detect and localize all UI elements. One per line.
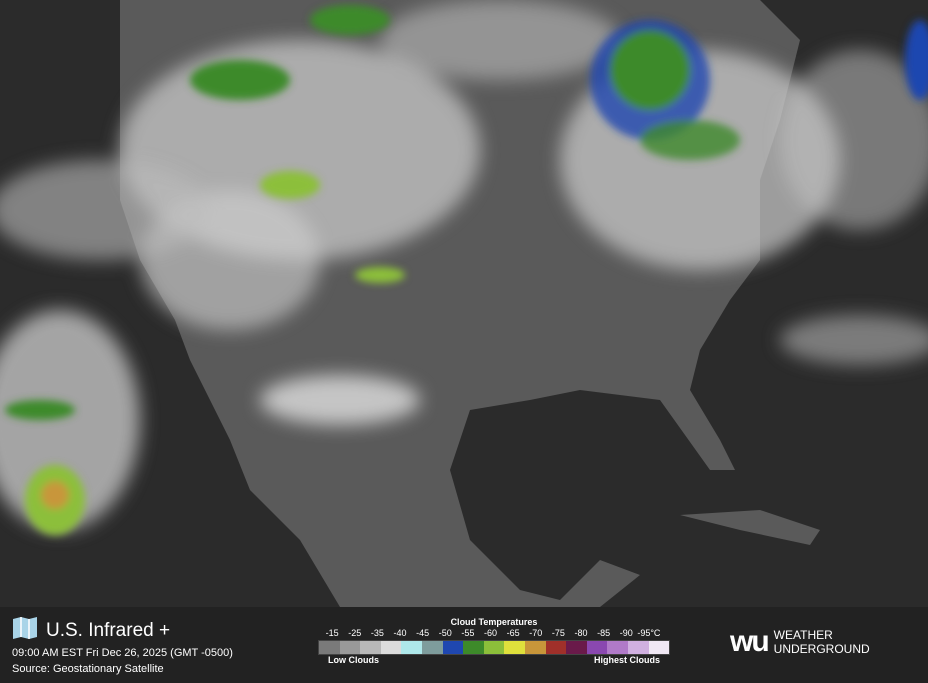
legend-bar: [318, 640, 670, 655]
legend-footer: U.S. Infrared + 09:00 AM EST Fri Dec 26,…: [0, 607, 928, 683]
map-icon: [12, 616, 38, 645]
legend-swatch: [483, 641, 505, 654]
wu-logo-mark: wu: [730, 625, 770, 658]
legend-swatch: [339, 641, 361, 654]
legend-swatch: [627, 641, 649, 654]
legend-tick: -35: [370, 628, 384, 638]
legend-swatch: [401, 641, 422, 654]
legend-swatch: [545, 641, 567, 654]
legend-tick: -50: [438, 628, 452, 638]
legend-swatch: [319, 641, 340, 654]
legend-tick: -85: [597, 628, 611, 638]
high-clouds-label: Highest Clouds: [593, 655, 660, 665]
wunderground-logo[interactable]: wu WEATHER UNDERGROUND: [730, 625, 870, 659]
legend-tick: -55: [461, 628, 475, 638]
legend-tick: -70: [529, 628, 543, 638]
legend-tick: -45: [416, 628, 430, 638]
brand-line1: WEATHER: [773, 628, 833, 642]
legend-ticks: -15 -25 -35 -40 -45 -50 -55 -60 -65 -70 -75 -80 -85-…: [318, 628, 670, 640]
legend-swatch: [504, 641, 525, 654]
satellite-map[interactable]: [0, 0, 928, 607]
legend-swatch: [463, 641, 484, 654]
legend-tick: -40: [393, 628, 407, 638]
timestamp: 09:00 AM EST Fri Dec 26, 2025 (GMT -0500…: [12, 647, 233, 659]
legend-tick: -15: [325, 628, 339, 638]
legend-swatch: [380, 641, 402, 654]
legend-tick: -95°C: [637, 628, 661, 638]
legend-swatch: [360, 641, 381, 654]
legend-swatch: [648, 641, 670, 654]
legend-swatch: [566, 641, 587, 654]
legend-tick: -65: [506, 628, 520, 638]
legend-title: Cloud Temperatures: [450, 617, 538, 627]
color-legend: Cloud Temperatures -15 -25 -35 -40 -45 -50 -55…: [318, 617, 670, 665]
cold-cloud-tops: [5, 5, 928, 535]
low-clouds-label: Low Clouds: [328, 655, 379, 665]
map-title: U.S. Infrared +: [46, 619, 171, 641]
land-cuba: [680, 510, 820, 545]
legend-swatch: [586, 641, 608, 654]
legend-tick: -60: [483, 628, 497, 638]
legend-tick: -90: [619, 628, 633, 638]
legend-tick: -25: [348, 628, 362, 638]
legend-swatch: [442, 641, 464, 654]
source: Source: Geostationary Satellite: [12, 663, 164, 675]
legend-swatch: [607, 641, 628, 654]
legend-tick: -80: [574, 628, 588, 638]
brand-line2: UNDERGROUND: [773, 642, 870, 656]
legend-swatch: [421, 641, 443, 654]
legend-swatch: [524, 641, 546, 654]
legend-tick: -75: [551, 628, 565, 638]
